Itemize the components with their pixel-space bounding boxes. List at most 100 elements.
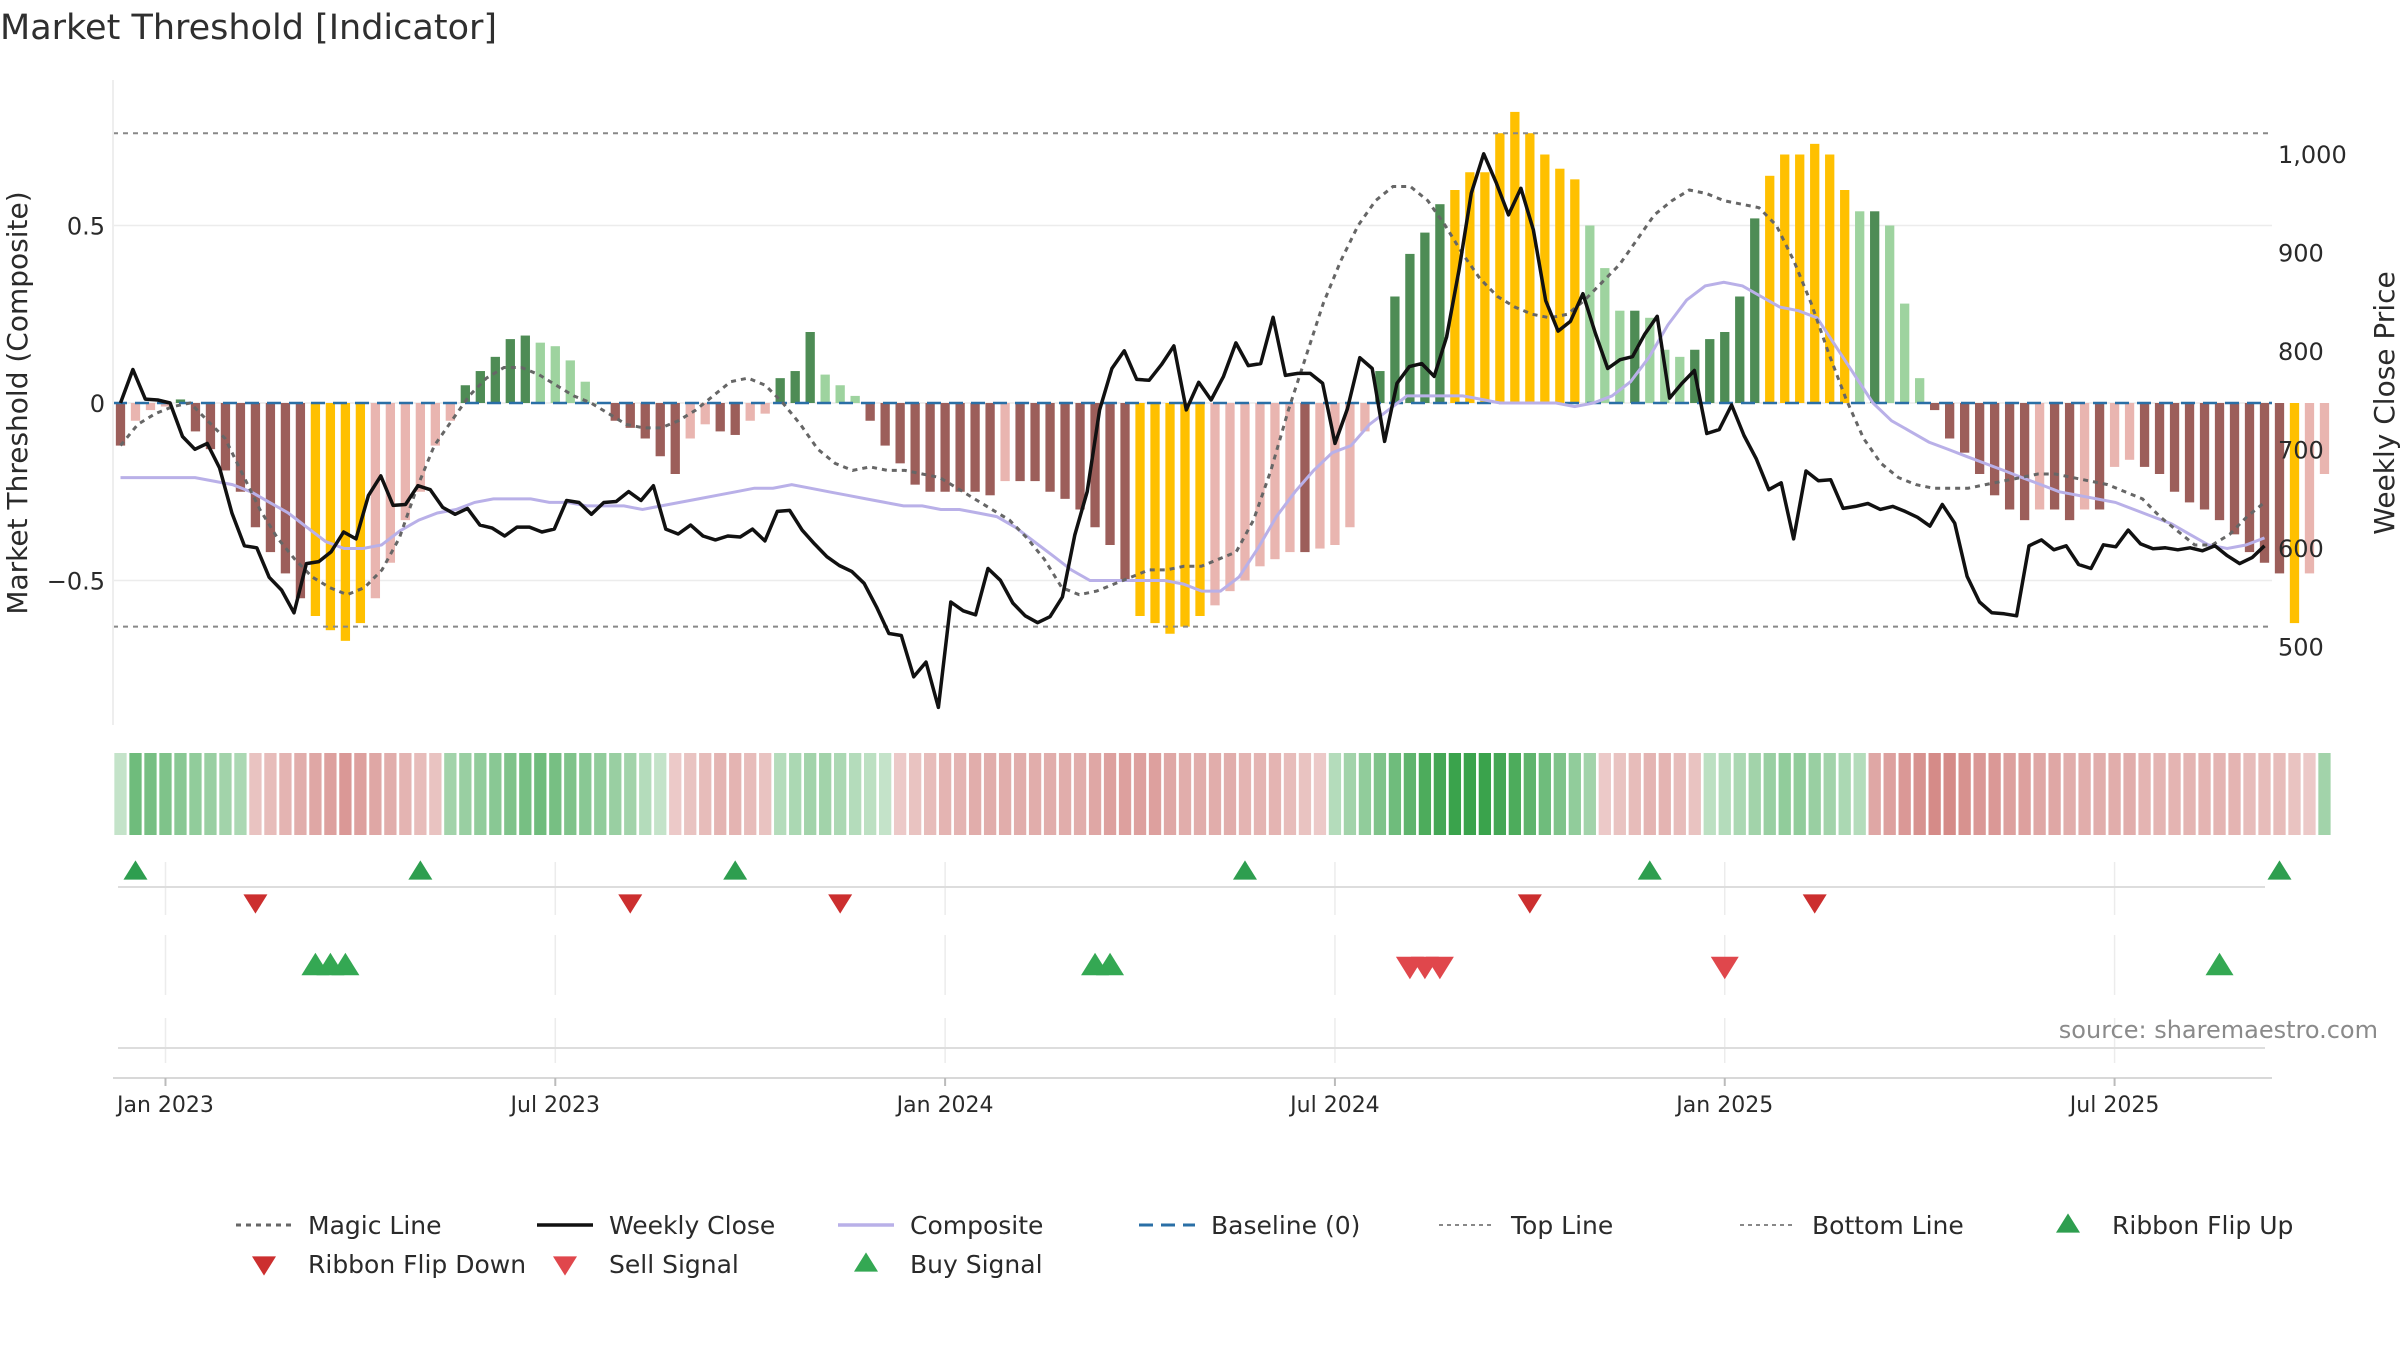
- ribbon-cell: [804, 753, 817, 835]
- ribbon-cell: [1733, 753, 1746, 835]
- histogram-bar: [2319, 403, 2330, 474]
- histogram-bar: [415, 403, 426, 492]
- ribbon-cell: [1583, 753, 1596, 835]
- x-tick-label: Jul 2023: [509, 1093, 601, 1118]
- histogram-bar: [1645, 317, 1655, 403]
- histogram-bar: [1540, 154, 1550, 403]
- ribbon-cell: [774, 753, 787, 835]
- sell-signal-marker: [1710, 956, 1739, 980]
- y2-tick-label: 500: [2278, 633, 2324, 661]
- histogram-bar: [1840, 190, 1850, 403]
- histogram-bar: [1315, 403, 1325, 549]
- histogram-bar: [1555, 168, 1565, 403]
- ribbon-flip-up-marker: [2267, 860, 2292, 880]
- ribbon-cell: [459, 753, 472, 835]
- ribbon-cell: [2168, 753, 2181, 835]
- histogram-bar: [790, 371, 800, 403]
- ribbon-cell: [2198, 753, 2211, 835]
- legend-label: Composite: [910, 1211, 1043, 1240]
- ribbon-cell: [1313, 753, 1327, 835]
- sell-signal-marker: [1425, 956, 1454, 980]
- histogram-bar: [1225, 403, 1235, 592]
- histogram-bar: [1420, 232, 1430, 403]
- histogram-bar: [2124, 403, 2135, 460]
- histogram-bar: [2094, 403, 2105, 510]
- histogram-bar: [1405, 253, 1415, 403]
- ribbon-cell: [759, 753, 772, 835]
- ribbon-cell: [1943, 753, 1956, 835]
- ribbon-cell: [1193, 753, 1207, 835]
- histogram-bar: [280, 403, 291, 574]
- ribbon-cell: [429, 753, 442, 835]
- histogram-bar: [910, 403, 920, 485]
- ribbon-cell: [1178, 753, 1192, 835]
- histogram-bar: [1915, 378, 1925, 403]
- ribbon-flip-down-marker: [1517, 894, 1542, 914]
- histogram-bar: [700, 403, 710, 425]
- ribbon-cell: [2258, 753, 2271, 835]
- histogram-bar: [1240, 403, 1250, 581]
- ribbon-cell: [834, 753, 847, 835]
- histogram-bar: [1900, 303, 1910, 403]
- histogram-bar: [2199, 403, 2210, 510]
- ribbon-cell: [609, 753, 622, 835]
- legend-label: Ribbon Flip Down: [308, 1250, 526, 1279]
- histogram-bar: [1675, 356, 1685, 403]
- histogram-bar: [1525, 133, 1535, 403]
- ribbon-cell: [1913, 753, 1926, 835]
- ribbon-flip-up-marker: [408, 860, 433, 880]
- legend-label: Bottom Line: [1812, 1211, 1964, 1240]
- histogram-bar: [2139, 403, 2150, 467]
- ribbon-cell: [2063, 753, 2076, 835]
- ribbon-cell: [1763, 753, 1776, 835]
- histogram-bar: [1210, 403, 1220, 606]
- ribbon-cell: [1103, 753, 1117, 835]
- histogram-bar: [1870, 211, 1880, 403]
- legend-label: Weekly Close: [609, 1211, 775, 1240]
- ribbon-flip-down-marker: [618, 894, 643, 914]
- ribbon-cell: [714, 753, 727, 835]
- histogram-bar: [1855, 211, 1865, 403]
- source-note: source: sharemaestro.com: [2059, 1016, 2378, 1044]
- ribbon-cell: [1148, 753, 1162, 835]
- histogram-bar: [1015, 403, 1025, 482]
- histogram-bar: [1750, 218, 1760, 403]
- ribbon-cell: [864, 753, 877, 835]
- ribbon-cell: [1808, 753, 1821, 835]
- ribbon-cell: [129, 753, 142, 835]
- histogram-bar: [340, 403, 351, 641]
- histogram-bar: [2049, 403, 2060, 510]
- ribbon-cell: [2183, 753, 2196, 835]
- histogram-bar: [685, 403, 695, 439]
- ribbon-cell: [594, 753, 607, 835]
- ribbon-cell: [1298, 753, 1312, 835]
- legend-swatch: [2056, 1213, 2080, 1233]
- histogram-bar: [835, 385, 845, 403]
- ribbon-cell: [2108, 753, 2121, 835]
- ribbon-flip-up-marker: [1637, 860, 1662, 880]
- ribbon-cell: [1823, 753, 1836, 835]
- ribbon-cell: [1883, 753, 1896, 835]
- ribbon-cell: [174, 753, 187, 835]
- ribbon-cell: [384, 753, 397, 835]
- ribbon-cell: [1718, 753, 1731, 835]
- buy-signal-marker: [331, 952, 360, 976]
- ribbon-cell: [504, 753, 517, 835]
- chart-title: Market Threshold [Indicator]: [0, 8, 498, 48]
- ribbon-cell: [624, 753, 637, 835]
- histogram-bar: [2184, 403, 2195, 503]
- ribbon-cell: [339, 753, 352, 835]
- histogram-bar: [430, 403, 440, 446]
- histogram-bar: [1465, 172, 1475, 403]
- histogram-bar: [2229, 403, 2240, 535]
- ribbon-cell: [1658, 753, 1671, 835]
- histogram-bar: [2169, 403, 2180, 492]
- histogram-bar: [865, 403, 875, 421]
- ribbon-cell: [249, 753, 262, 835]
- histogram-bar: [1495, 133, 1505, 403]
- ribbon-cell: [1343, 753, 1357, 835]
- histogram-bar: [670, 403, 680, 474]
- ribbon-cell: [878, 753, 892, 835]
- histogram-bar: [1795, 154, 1805, 403]
